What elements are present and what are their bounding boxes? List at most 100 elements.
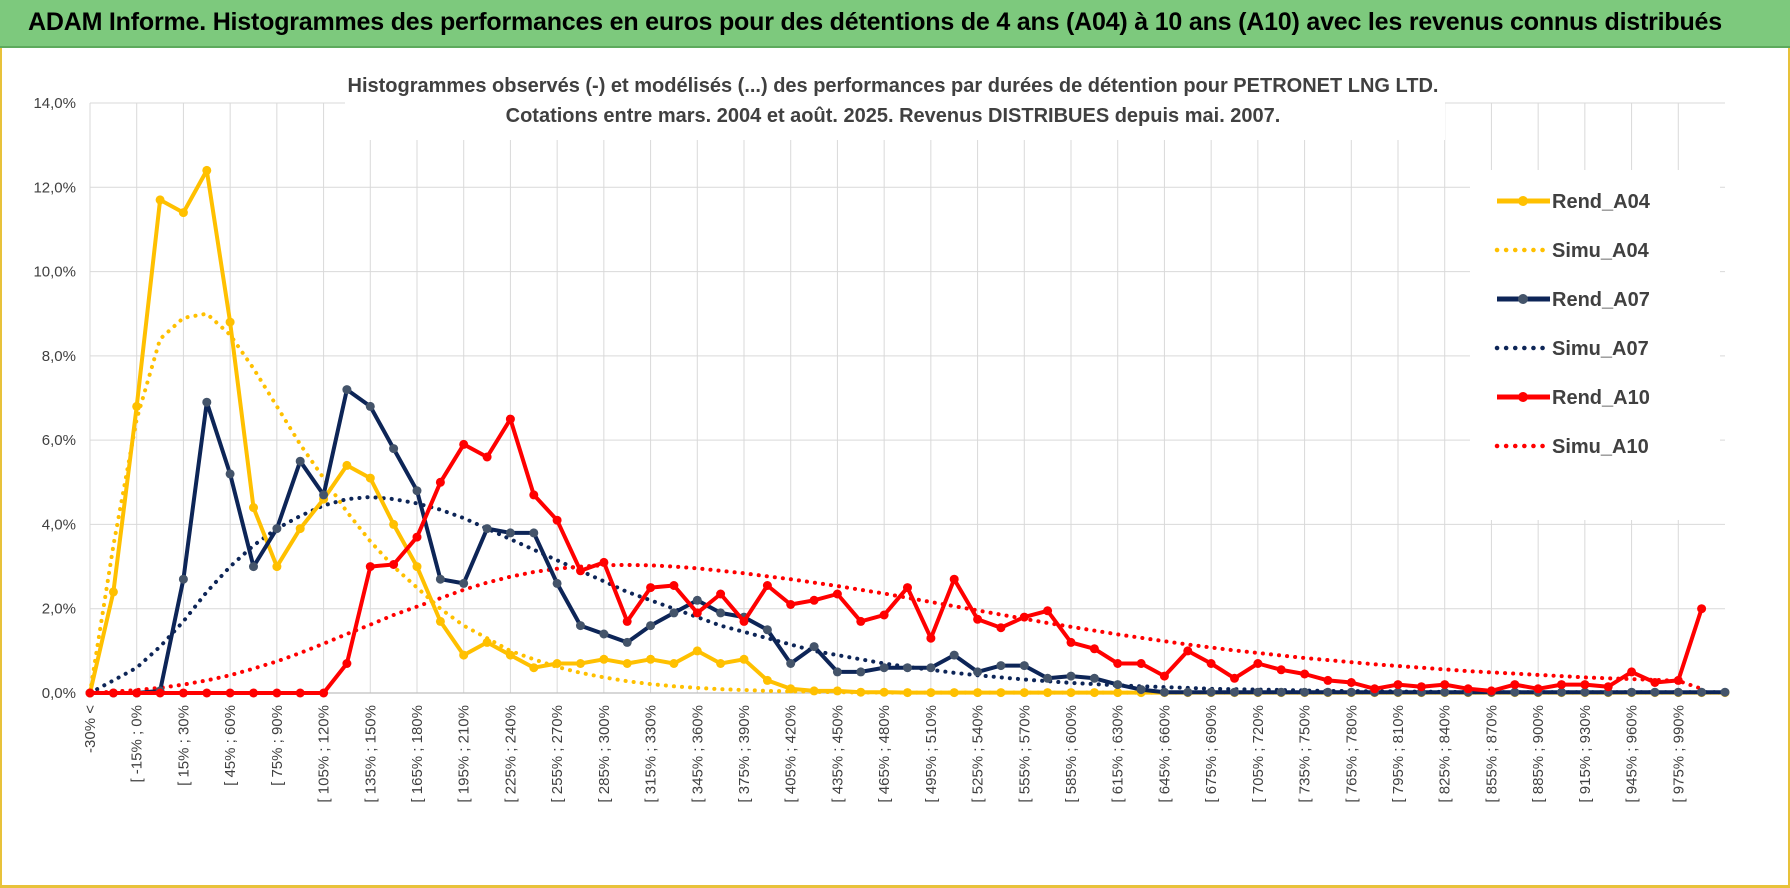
data-point [272, 562, 282, 572]
data-point [1673, 675, 1683, 685]
data-point [879, 687, 889, 697]
data-point [295, 456, 305, 466]
data-point [1627, 687, 1637, 697]
data-point [739, 616, 749, 626]
data-point [622, 616, 632, 626]
data-point [832, 686, 842, 696]
data-point [1370, 684, 1380, 694]
data-point [692, 595, 702, 605]
data-point [1043, 606, 1053, 616]
data-point [178, 574, 188, 584]
data-point [529, 663, 539, 673]
data-point [529, 528, 539, 538]
data-point [435, 477, 445, 487]
data-point [762, 675, 772, 685]
data-point [996, 661, 1006, 671]
x-tick-label: [ 945% ; 960% [1624, 705, 1641, 803]
data-point [576, 566, 585, 576]
data-point [365, 562, 375, 572]
data-point [1089, 688, 1099, 698]
data-point [459, 650, 469, 660]
series-line-rend-a10 [90, 417, 1704, 695]
data-point [856, 687, 866, 697]
x-tick-label: [ 465% ; 480% [876, 705, 893, 803]
data-point [1440, 680, 1450, 690]
series-lines [85, 165, 1730, 698]
data-point [832, 667, 842, 677]
data-point [459, 578, 469, 588]
x-tick-label: [ 615% ; 630% [1110, 705, 1127, 803]
data-point [903, 663, 912, 673]
data-point [996, 623, 1006, 633]
data-point [879, 610, 889, 620]
x-tick-label: [ 825% ; 840% [1437, 705, 1454, 803]
data-point [85, 688, 95, 698]
x-tick-label: [ 405% ; 420% [783, 705, 800, 803]
data-point [903, 688, 912, 698]
data-point [412, 486, 422, 496]
data-point [1486, 686, 1496, 696]
x-tick-label: [ 915% ; 930% [1577, 705, 1594, 803]
data-point [365, 401, 375, 411]
data-point [716, 589, 726, 599]
x-tick-label: [ 435% ; 450% [829, 705, 846, 803]
data-point [809, 595, 819, 605]
y-tick-label: 4,0% [42, 516, 76, 533]
data-point [1510, 680, 1520, 690]
report-title: ADAM Informe. Histogrammes des performan… [28, 8, 1722, 36]
y-tick-label: 8,0% [42, 348, 76, 365]
report-header: ADAM Informe. Histogrammes des performan… [0, 0, 1790, 48]
data-point [132, 688, 142, 698]
x-tick-label: [ 105% ; 120% [316, 705, 333, 803]
x-tick-label: [ 765% ; 780% [1343, 705, 1360, 803]
data-point [692, 646, 702, 656]
data-point [225, 469, 235, 479]
x-tick-label: [ 675% ; 690% [1203, 705, 1220, 803]
data-point [389, 519, 399, 529]
data-point [1697, 604, 1707, 614]
data-point [1043, 688, 1053, 698]
data-point [178, 208, 188, 218]
data-point [389, 444, 399, 454]
data-point [482, 452, 492, 462]
x-tick-label: [ 225% ; 240% [502, 705, 519, 803]
data-point [1673, 687, 1683, 697]
data-point [178, 688, 188, 698]
data-point [739, 654, 749, 664]
data-point [646, 654, 656, 664]
legend: Rend_A04 Simu_A04 Rend_A07 Simu_A07 Rend_A10… [1494, 191, 1651, 458]
data-point [459, 439, 469, 449]
data-point [762, 581, 772, 590]
data-point [435, 616, 445, 626]
data-point [669, 608, 679, 618]
data-point [342, 460, 352, 470]
data-point [1253, 687, 1263, 697]
data-point [926, 663, 936, 673]
data-point [505, 414, 515, 424]
data-point [1300, 687, 1310, 697]
x-tick-label: [ 795% ; 810% [1390, 705, 1407, 803]
data-point [1230, 687, 1239, 697]
x-tick-label: [ 975% ; 990% [1670, 705, 1687, 803]
data-point [1533, 684, 1543, 694]
data-point [926, 633, 936, 643]
data-point [1136, 685, 1146, 695]
data-point [973, 667, 983, 677]
data-point [412, 532, 422, 542]
data-point [552, 515, 562, 525]
data-point [249, 503, 258, 513]
data-point [272, 524, 282, 534]
data-point [132, 401, 142, 411]
data-point [762, 625, 772, 635]
legend-label: Simu_A07 [1552, 338, 1649, 360]
data-point [1183, 646, 1193, 656]
data-point [202, 397, 212, 407]
data-point [1136, 659, 1146, 668]
data-point [225, 688, 235, 698]
data-point [1159, 687, 1169, 697]
data-point [412, 562, 422, 572]
data-point [1580, 687, 1590, 697]
x-tick-label: [ 165% ; 180% [409, 705, 426, 803]
data-point [1019, 661, 1029, 671]
legend-label: Simu_A10 [1552, 436, 1649, 458]
